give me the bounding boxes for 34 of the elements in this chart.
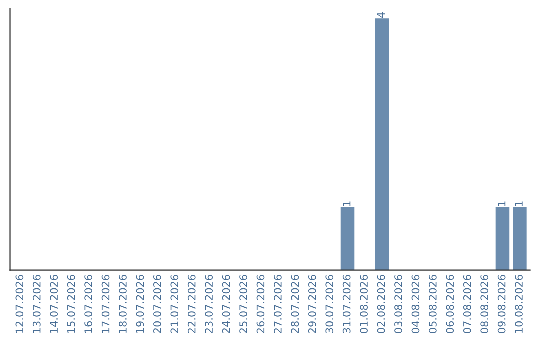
x-tick-label: 10.08.2026 xyxy=(515,275,523,333)
x-tick-label: 22.07.2026 xyxy=(188,275,196,334)
x-tick-label: 01.08.2026 xyxy=(360,275,368,334)
x-tick-label: 04.08.2026 xyxy=(412,275,420,334)
data-label: 4 xyxy=(377,12,386,18)
x-tick-label: 27.07.2026 xyxy=(274,275,282,334)
x-tick-label: 25.07.2026 xyxy=(240,275,248,334)
data-label: 1 xyxy=(515,202,523,206)
x-tick-label: 08.08.2026 xyxy=(480,275,489,334)
x-tick-label: 12.07.2026 xyxy=(16,275,24,333)
x-tick-label: 09.08.2026 xyxy=(498,275,506,334)
x-tick-label: 17.07.2026 xyxy=(102,275,110,333)
x-tick-label: 20.07.2026 xyxy=(153,275,162,334)
x-tick-label: 19.07.2026 xyxy=(136,275,144,333)
x-tick-label: 07.08.2026 xyxy=(463,275,472,334)
x-tick-label: 24.07.2026 xyxy=(222,275,230,334)
x-tick-label: 29.07.2026 xyxy=(308,275,316,334)
data-label: 1 xyxy=(343,202,351,206)
x-tick-label: 14.07.2026 xyxy=(50,275,58,333)
x-tick-label: 06.08.2026 xyxy=(446,275,454,334)
x-tick-label: 26.07.2026 xyxy=(256,275,265,334)
x-tick-label: 05.08.2026 xyxy=(428,275,437,334)
x-tick-label: 02.08.2026 xyxy=(377,275,386,334)
x-tick-label: 13.07.2026 xyxy=(32,275,41,333)
x-tick-label: 28.07.2026 xyxy=(291,275,300,334)
x-tick-label: 21.07.2026 xyxy=(170,275,179,334)
x-tick-label: 23.07.2026 xyxy=(205,275,214,334)
data-label: 1 xyxy=(498,202,506,206)
x-tick-label: 03.08.2026 xyxy=(394,275,402,334)
x-tick-label: 18.07.2026 xyxy=(119,275,127,333)
x-tick-label: 16.07.2026 xyxy=(84,275,92,333)
x-tick-label: 30.07.2026 xyxy=(326,275,334,334)
x-tick-label: 31.07.2026 xyxy=(342,275,351,334)
x-tick-label: 15.07.2026 xyxy=(67,275,76,333)
